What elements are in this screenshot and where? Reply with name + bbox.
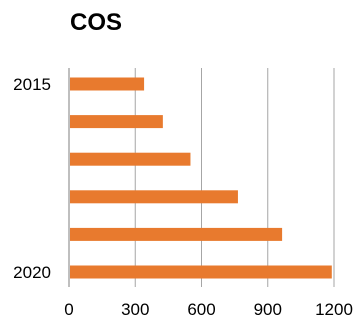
bar-2016 [70, 115, 163, 129]
bar-2017 [70, 152, 191, 166]
x-tick-label: 1200 [315, 300, 353, 319]
x-tick-label: 0 [64, 300, 73, 319]
grid-lines [68, 68, 335, 287]
x-tick-labels: 0 300 600 900 1200 [64, 300, 353, 319]
y-tick-label: 2015 [13, 75, 51, 94]
bar-2018 [70, 190, 238, 204]
x-tick-label: 600 [187, 300, 215, 319]
x-tick-label: 300 [121, 300, 149, 319]
y-tick-label: 2020 [13, 263, 51, 282]
bar-2015 [70, 77, 145, 91]
x-tick-label: 900 [254, 300, 282, 319]
y-tick-labels: 2015 2020 [13, 75, 51, 282]
bar-2020 [70, 265, 332, 279]
chart-title: COS [70, 9, 122, 36]
bar-2019 [70, 227, 283, 241]
bars [70, 77, 332, 279]
